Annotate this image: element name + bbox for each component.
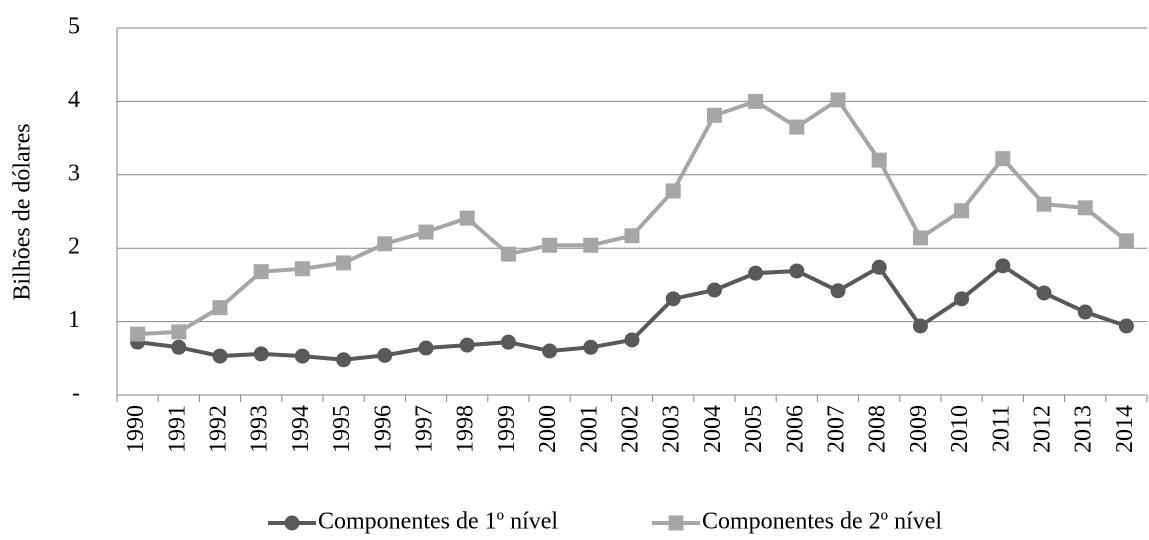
- point: [954, 203, 970, 219]
- point: [459, 210, 475, 226]
- point: [748, 265, 764, 281]
- point: [1077, 304, 1093, 320]
- x-tick-label: 1998: [453, 405, 479, 453]
- point: [583, 339, 599, 355]
- y-tick-label: 4: [68, 87, 80, 113]
- legend-label: Componentes de 1º nível: [318, 509, 558, 535]
- x-tick-label: 2000: [535, 405, 561, 453]
- point: [336, 352, 352, 368]
- point: [377, 347, 393, 363]
- point: [995, 151, 1011, 167]
- point: [130, 326, 146, 342]
- x-tick-label: 2008: [865, 405, 891, 453]
- x-tick-label: 1993: [247, 405, 273, 453]
- point: [954, 291, 970, 307]
- point: [789, 263, 805, 279]
- point: [336, 255, 352, 271]
- point: [171, 324, 187, 340]
- point: [500, 246, 516, 262]
- x-tick-label: 1996: [370, 405, 396, 453]
- x-tick-label: 2014: [1112, 405, 1138, 453]
- x-tick-label: 2006: [782, 405, 808, 453]
- point: [912, 230, 928, 246]
- point: [830, 283, 846, 299]
- x-tick-label: 1999: [494, 405, 520, 453]
- point: [624, 332, 640, 348]
- y-tick-label: -: [72, 381, 80, 407]
- legend-marker: [668, 515, 684, 531]
- x-tick-label: 2002: [618, 405, 644, 453]
- point: [1077, 200, 1093, 216]
- x-tick-label: 1995: [329, 405, 355, 453]
- point: [253, 346, 269, 362]
- line: [137, 97, 1128, 337]
- point: [624, 228, 640, 244]
- point: [912, 318, 928, 334]
- x-tick-label: 1997: [412, 405, 438, 453]
- point: [830, 92, 846, 108]
- point: [418, 340, 434, 356]
- point: [1118, 318, 1134, 334]
- point: [377, 236, 393, 252]
- point: [459, 337, 475, 353]
- point: [212, 300, 228, 316]
- legend-label: Componentes de 2º nível: [702, 509, 942, 535]
- series: [130, 92, 1134, 342]
- y-axis-title: Bilhões de dólares: [10, 123, 36, 300]
- point: [1036, 285, 1052, 301]
- x-tick-label: 2007: [824, 405, 850, 453]
- y-tick-label: 5: [68, 14, 80, 40]
- y-tick-label: 3: [68, 160, 80, 186]
- series: [130, 258, 1134, 368]
- point: [583, 237, 599, 253]
- x-tick-label: 2005: [741, 405, 767, 453]
- point: [542, 237, 558, 253]
- y-tick-label: 1: [68, 307, 80, 333]
- point: [418, 224, 434, 240]
- x-tick-label: 2001: [576, 405, 602, 453]
- y-tick-label: 2: [68, 234, 80, 260]
- x-tick-label: 2011: [988, 405, 1014, 452]
- point: [871, 259, 887, 275]
- point: [1036, 196, 1052, 212]
- point: [294, 348, 310, 364]
- point: [171, 339, 187, 355]
- point: [871, 152, 887, 168]
- point: [294, 261, 310, 277]
- x-tick-label: 1990: [123, 405, 149, 453]
- legend-marker: [284, 515, 300, 531]
- point: [1118, 233, 1134, 249]
- x-tick-label: 2013: [1071, 405, 1097, 453]
- x-tick-label: 2009: [906, 405, 932, 453]
- point: [212, 348, 228, 364]
- x-tick-label: 2012: [1030, 405, 1056, 453]
- x-tick-label: 2003: [659, 405, 685, 453]
- point: [253, 264, 269, 280]
- point: [706, 107, 722, 123]
- point: [500, 334, 516, 350]
- point: [542, 343, 558, 359]
- x-tick-label: 1994: [288, 405, 314, 453]
- x-tick-label: 2010: [947, 405, 973, 453]
- point: [706, 282, 722, 298]
- point: [665, 291, 681, 307]
- point: [665, 183, 681, 199]
- x-tick-label: 1991: [164, 405, 190, 453]
- point: [995, 258, 1011, 274]
- point: [789, 119, 805, 135]
- x-tick-label: 1992: [206, 405, 232, 453]
- point: [748, 93, 764, 109]
- x-tick-label: 2004: [700, 405, 726, 453]
